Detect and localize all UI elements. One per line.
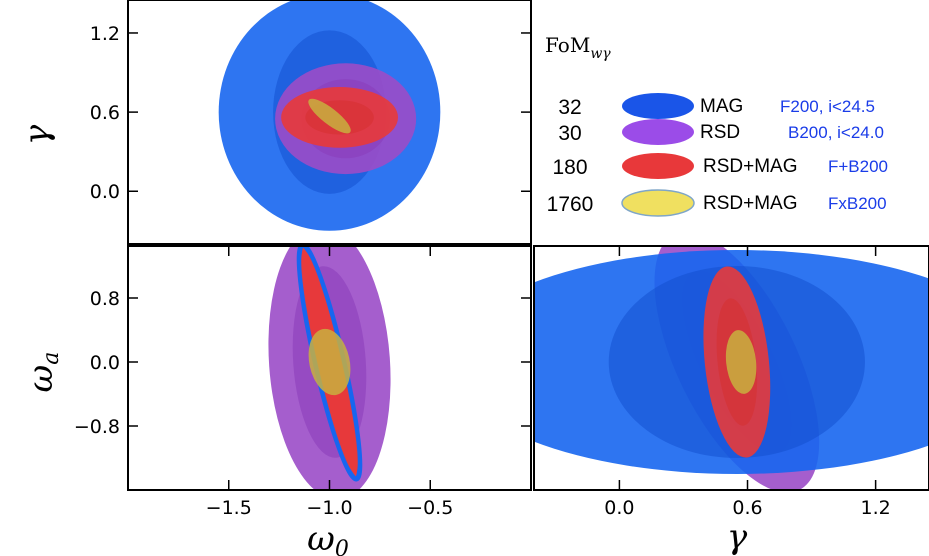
legend-probe-label: RSD xyxy=(700,122,740,143)
legend-survey-label: B200, i<24.0 xyxy=(788,123,884,142)
x-axis-label-gamma: γ xyxy=(727,517,748,556)
legend-swatch xyxy=(621,189,695,217)
x-axis-label-omega-0: ω0 xyxy=(307,519,349,556)
contour-rsd-mag-fxb-outer xyxy=(308,98,351,134)
y-tick-label: 0.8 xyxy=(90,288,120,310)
legend: FoMwγ 32 MAG F200, i<24.5 30 RSD B200, i<24.0… xyxy=(545,33,888,217)
panel-omega0-gamma: 1.2 0.6 0.0 xyxy=(90,0,532,245)
y-tick-label: 0.0 xyxy=(90,352,120,374)
legend-fom-value: 30 xyxy=(558,122,581,145)
legend-survey-label: FxB200 xyxy=(828,194,887,213)
panel-frame xyxy=(127,0,532,245)
x-tick-label: −1.0 xyxy=(306,497,352,519)
legend-swatch xyxy=(622,93,694,119)
legend-fom-value: 32 xyxy=(558,96,581,119)
legend-fom-value: 1760 xyxy=(547,193,594,216)
panel-omega0-omegaa: 0.8 0.0 −0.8 −1.5 −1.0 −0.5 xyxy=(74,245,532,519)
contour-rsd-mag-fxb-outer xyxy=(308,328,351,396)
x-tick-label: 0.0 xyxy=(604,497,634,519)
legend-entry: 1760 RSD+MAG FxB200 xyxy=(547,189,887,217)
panel-frame xyxy=(533,245,929,491)
legend-swatch xyxy=(622,153,694,179)
contour-rsd-mag-fxb-outer xyxy=(725,330,757,394)
legend-probe-label: MAG xyxy=(700,96,743,117)
legend-title: FoMwγ xyxy=(545,33,611,62)
legend-entry: 180 RSD+MAG F+B200 xyxy=(552,153,888,179)
x-tick-label: −1.5 xyxy=(206,497,252,519)
x-tick-label: 0.6 xyxy=(732,497,762,519)
legend-fom-value: 180 xyxy=(552,156,587,179)
legend-survey-label: F200, i<24.5 xyxy=(780,97,875,116)
legend-entry: 30 RSD B200, i<24.0 xyxy=(558,119,884,145)
x-tick-label: −0.5 xyxy=(407,497,453,519)
legend-swatch xyxy=(622,119,694,145)
panel-gamma-omegaa: 0.0 0.6 1.2 xyxy=(533,245,929,519)
x-tick-label: 1.2 xyxy=(861,497,891,519)
y-tick-label: 1.2 xyxy=(90,23,120,45)
legend-survey-label: F+B200 xyxy=(828,157,888,176)
y-tick-label: −0.8 xyxy=(74,416,120,438)
y-tick-label: 0.0 xyxy=(90,181,120,203)
legend-probe-label: RSD+MAG xyxy=(703,156,798,177)
y-axis-label-gamma: γ xyxy=(17,124,57,145)
legend-probe-label: RSD+MAG xyxy=(703,193,798,214)
y-axis-label-omega-a: ωa xyxy=(21,352,64,393)
legend-entry: 32 MAG F200, i<24.5 xyxy=(558,93,875,119)
y-tick-label: 0.6 xyxy=(90,102,120,124)
